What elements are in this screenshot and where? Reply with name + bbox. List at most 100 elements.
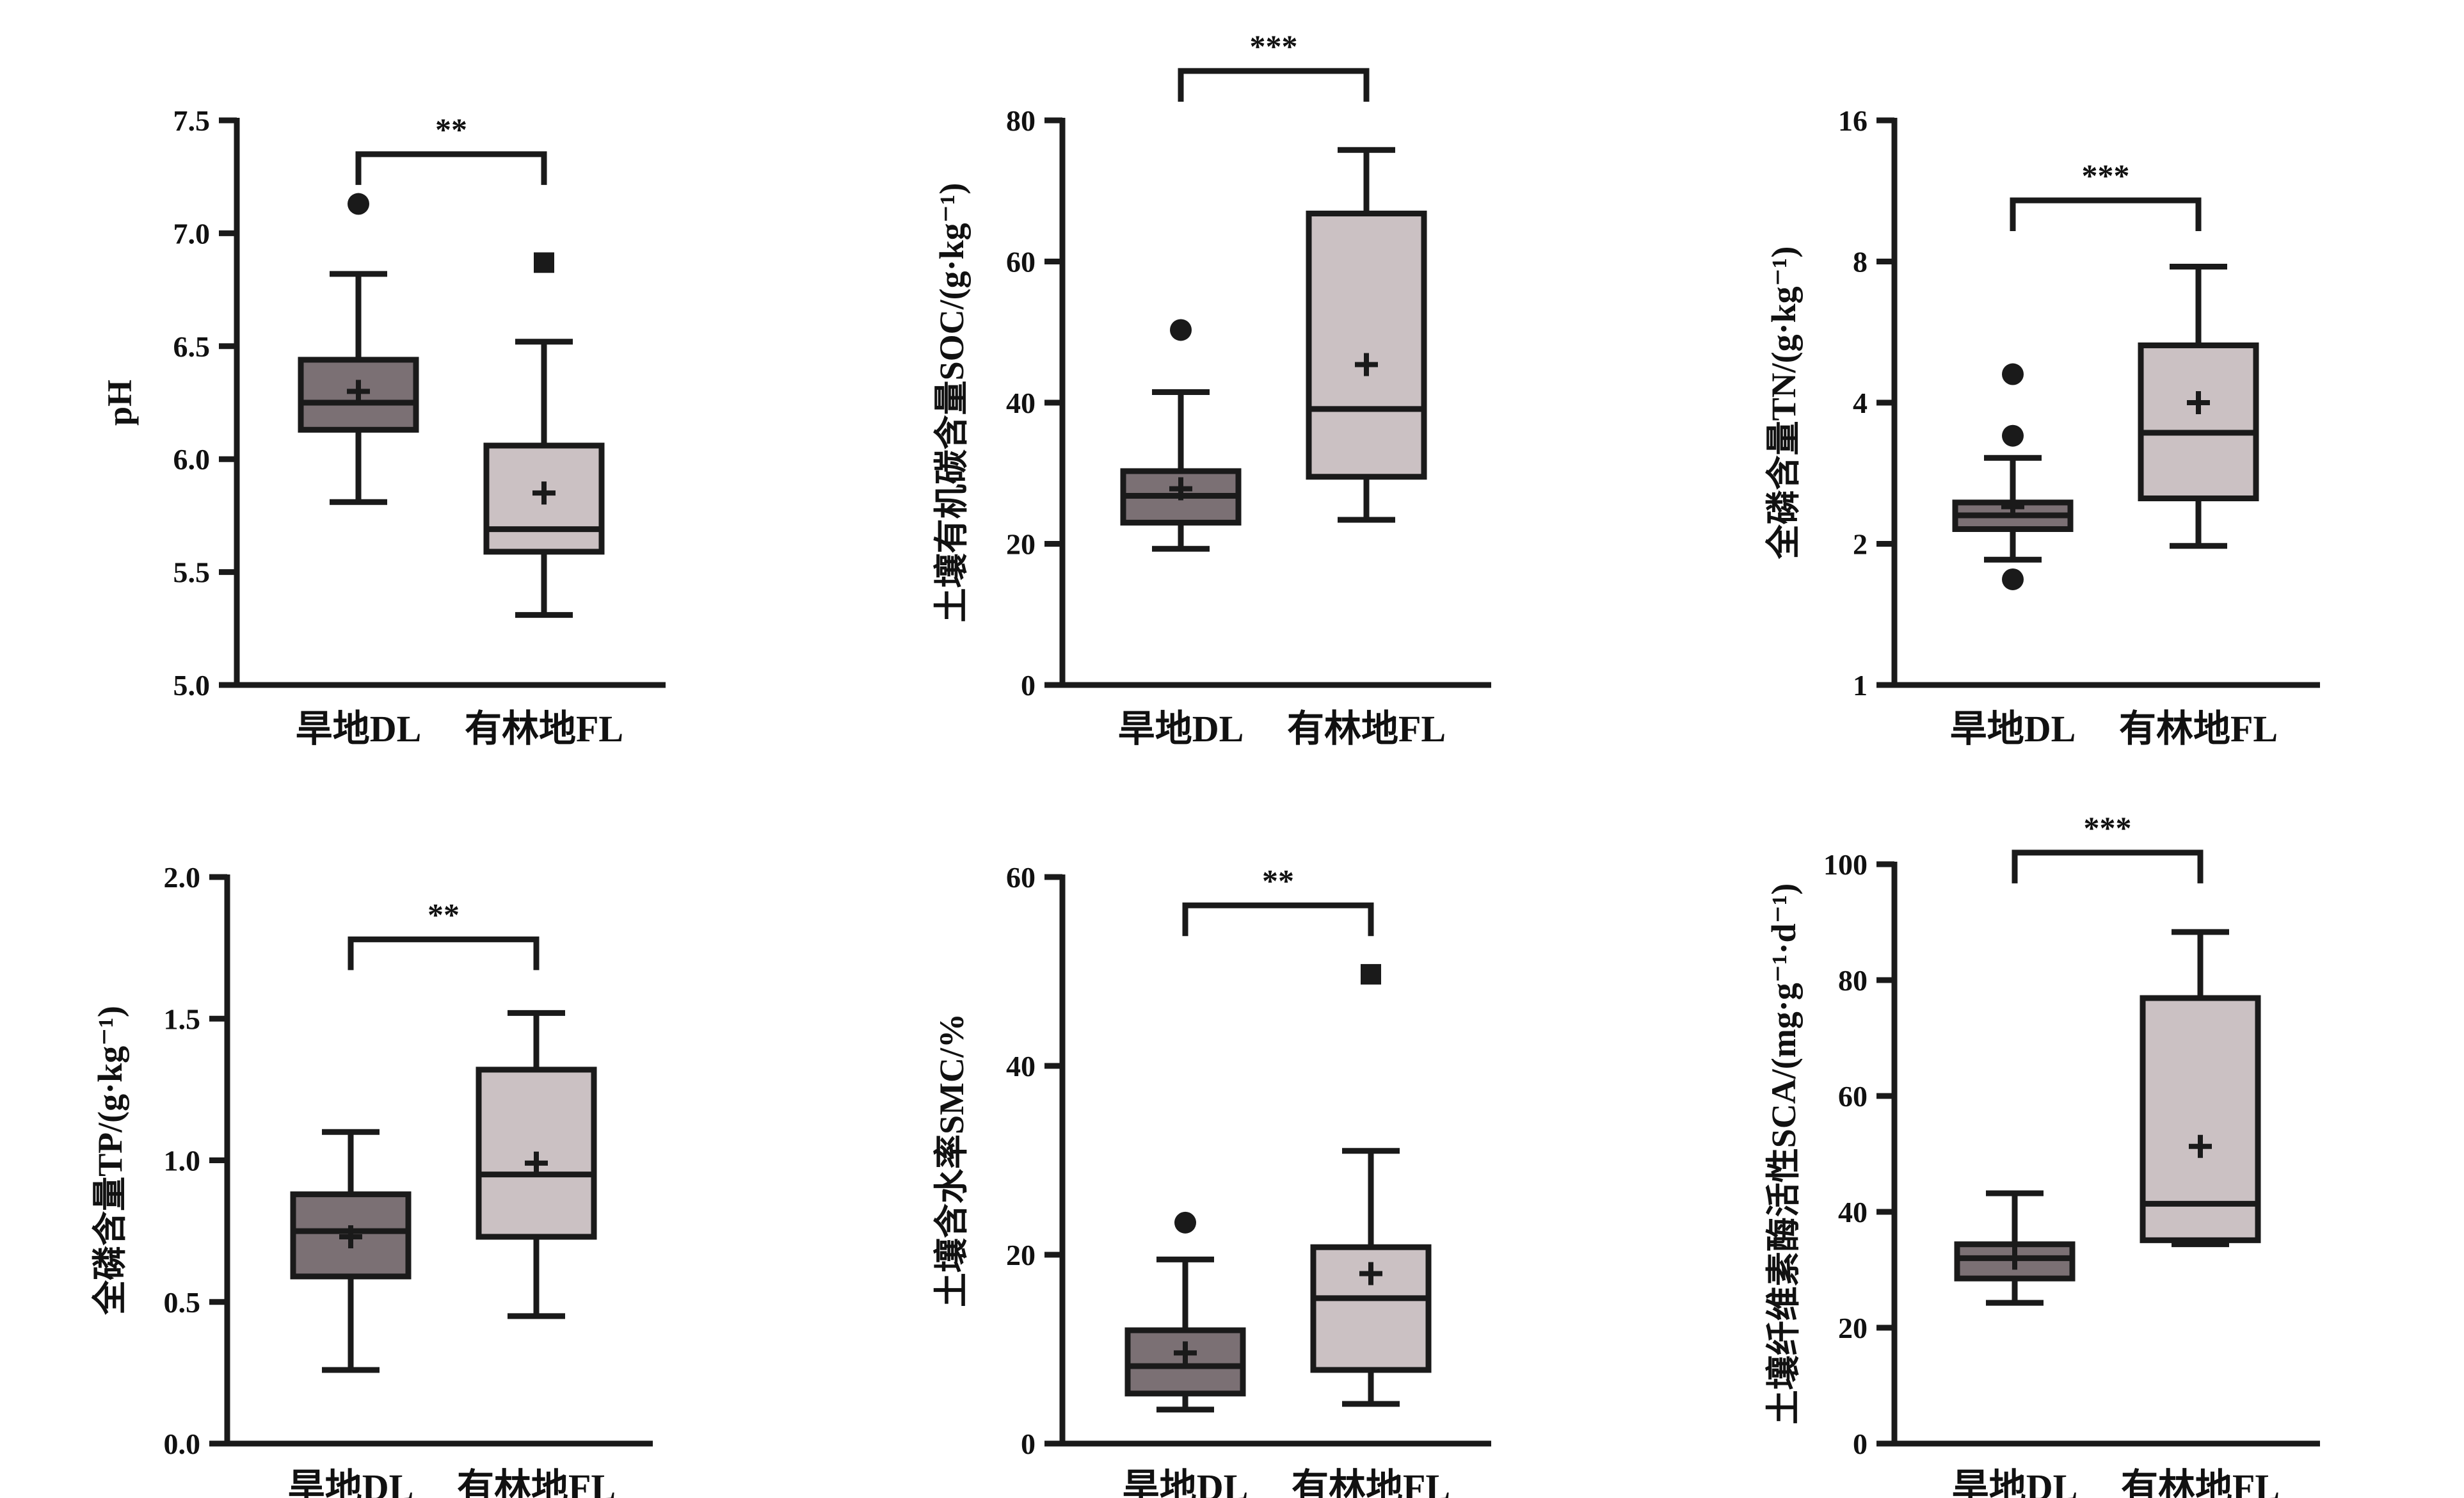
y-axis-title: 土壤纤维素酶活性SCA/(mg·g⁻¹·d⁻¹): [1764, 883, 1803, 1424]
y-tick-label: 6.0: [173, 443, 211, 476]
significance-bracket: [1182, 902, 1374, 937]
x-category-label: 旱地DL: [1118, 708, 1244, 750]
mean-marker: [2003, 1246, 2026, 1270]
mean-marker: [2001, 495, 2024, 519]
x-category-label: 有林地FL: [1292, 1467, 1450, 1498]
y-tick-label: 0: [1021, 1428, 1036, 1460]
y-tick-label: 7.5: [173, 104, 211, 137]
y-tick-label: 0.5: [164, 1286, 201, 1319]
mean-marker: [347, 380, 370, 403]
mean-marker: [2189, 1134, 2212, 1158]
x-category-label: 有林地FL: [2121, 1467, 2280, 1498]
significance-bracket: [348, 936, 540, 970]
chart-soc: 0 20 40 60 80 土壤有机碳含量SOC/(g·kg⁻¹) 旱地DL 有林地FL ***: [932, 28, 1491, 750]
significance-label: **: [1262, 862, 1294, 898]
box-fl: [476, 1010, 597, 1319]
y-tick-label: 60: [1006, 861, 1036, 894]
outlier-point: [2002, 568, 2024, 590]
y-tick-label: 0.0: [164, 1428, 201, 1460]
significance-bracket: [1178, 68, 1370, 102]
x-category-label: 旱地DL: [288, 1467, 414, 1498]
y-tick-label: 7.0: [173, 217, 211, 250]
box-fl: [1306, 147, 1427, 523]
chart-tn: 1 2 4 8 16 全磷含量TN/(g·kg⁻¹) 旱地DL 有林地FL ***: [1764, 104, 2320, 750]
y-axis-title: 全磷含量TN/(g·kg⁻¹): [1764, 246, 1803, 560]
iqr-box: [1306, 211, 1427, 480]
y-axis-title: 土壤含水率SMC/%: [932, 1013, 971, 1307]
mean-marker: [1169, 477, 1192, 501]
box-dl: [298, 193, 419, 505]
x-category-label: 旱地DL: [296, 708, 422, 750]
box-fl: [483, 252, 605, 618]
y-tick-label: 0: [1853, 1428, 1868, 1460]
y-tick-label: 8: [1853, 246, 1868, 278]
y-tick-label: 16: [1838, 104, 1868, 137]
significance-bracket: [2010, 197, 2202, 232]
y-tick-label: 2.0: [164, 861, 201, 894]
y-tick-label: 2: [1853, 528, 1868, 561]
y-tick-label: 20: [1838, 1312, 1868, 1344]
x-category-label: 旱地DL: [1950, 708, 2076, 750]
y-tick-label: 0: [1021, 669, 1036, 702]
y-tick-label: 100: [1823, 848, 1868, 881]
box-dl: [1954, 1190, 2076, 1306]
box-fl: [2140, 929, 2261, 1248]
x-category-label: 旱地DL: [1123, 1467, 1249, 1498]
significance-bracket: [355, 151, 547, 185]
iqr-box: [2138, 342, 2259, 502]
box-dl: [1952, 363, 2074, 590]
y-tick-label: 40: [1838, 1196, 1868, 1228]
chart-tp: 0.0 0.5 1.0 1.5 2.0 全磷含量TP/(g·kg⁻¹) 旱地DL 有林地FL *…: [91, 861, 653, 1498]
significance-label: **: [428, 896, 460, 932]
mean-marker: [1174, 1341, 1197, 1365]
y-tick-label: 80: [1838, 964, 1868, 997]
chart-smc: 0 20 40 60 土壤含水率SMC/% 旱地DL 有林地FL **: [932, 861, 1491, 1498]
mean-marker: [1355, 353, 1378, 376]
outlier-point: [1170, 319, 1192, 341]
y-tick-label: 1: [1853, 669, 1868, 702]
y-tick-label: 20: [1006, 1239, 1036, 1271]
y-tick-label: 60: [1006, 246, 1036, 278]
box-fl: [2138, 264, 2259, 549]
y-tick-label: 60: [1838, 1080, 1868, 1113]
significance-label: **: [435, 111, 467, 147]
x-category-label: 有林地FL: [2119, 708, 2278, 750]
x-category-label: 有林地FL: [465, 708, 623, 750]
y-tick-label: 40: [1006, 387, 1036, 419]
y-tick-label: 1.5: [164, 1003, 201, 1035]
significance-label: ***: [2082, 157, 2130, 193]
mean-marker: [2187, 391, 2210, 414]
y-tick-label: 80: [1006, 104, 1036, 137]
y-tick-label: 4: [1853, 387, 1868, 419]
mean-marker: [339, 1225, 362, 1248]
y-tick-label: 1.0: [164, 1145, 201, 1177]
box-dl: [1124, 1211, 1246, 1413]
box-fl: [1310, 963, 1432, 1407]
x-category-label: 有林地FL: [457, 1467, 616, 1498]
outlier-point: [1361, 963, 1381, 985]
iqr-box: [290, 1191, 412, 1280]
outlier-point: [2002, 363, 2024, 385]
iqr-box: [2140, 995, 2261, 1243]
y-axis-title: 全磷含量TP/(g·kg⁻¹): [91, 1006, 129, 1316]
y-tick-label: 5.5: [173, 556, 211, 589]
y-tick-label: 40: [1006, 1050, 1036, 1083]
y-axis-title: 土壤有机碳含量SOC/(g·kg⁻¹): [932, 183, 971, 623]
outlier-point: [534, 252, 554, 273]
mean-marker: [525, 1151, 548, 1175]
chart-ph: 5.0 5.5 6.0 6.5 7.0 7.5 pH 旱地DL 有林地FL **: [100, 104, 666, 750]
significance-label: ***: [1250, 28, 1298, 64]
mean-marker: [1359, 1262, 1382, 1285]
box-dl: [290, 1129, 412, 1373]
chart-sca: 0 20 40 60 80 100 土壤纤维素酶活性SCA/(mg·g⁻¹·d⁻¹) 旱地DL…: [1764, 810, 2320, 1498]
significance-label: ***: [2084, 810, 2132, 846]
mean-marker: [532, 481, 556, 505]
y-tick-label: 6.5: [173, 330, 211, 363]
x-category-label: 旱地DL: [1952, 1467, 2078, 1498]
outlier-point: [1174, 1211, 1196, 1234]
x-category-label: 有林地FL: [1287, 708, 1446, 750]
y-tick-label: 5.0: [173, 669, 211, 702]
outlier-point: [2002, 424, 2024, 447]
outlier-point: [348, 193, 369, 215]
